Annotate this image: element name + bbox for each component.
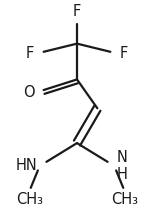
Text: F: F xyxy=(73,4,81,19)
Text: O: O xyxy=(23,85,34,100)
Text: N
H: N H xyxy=(116,150,127,181)
Text: F: F xyxy=(120,46,128,61)
Text: F: F xyxy=(26,46,34,61)
Text: HN: HN xyxy=(16,158,38,173)
Text: CH₃: CH₃ xyxy=(111,192,138,207)
Text: CH₃: CH₃ xyxy=(16,192,43,207)
